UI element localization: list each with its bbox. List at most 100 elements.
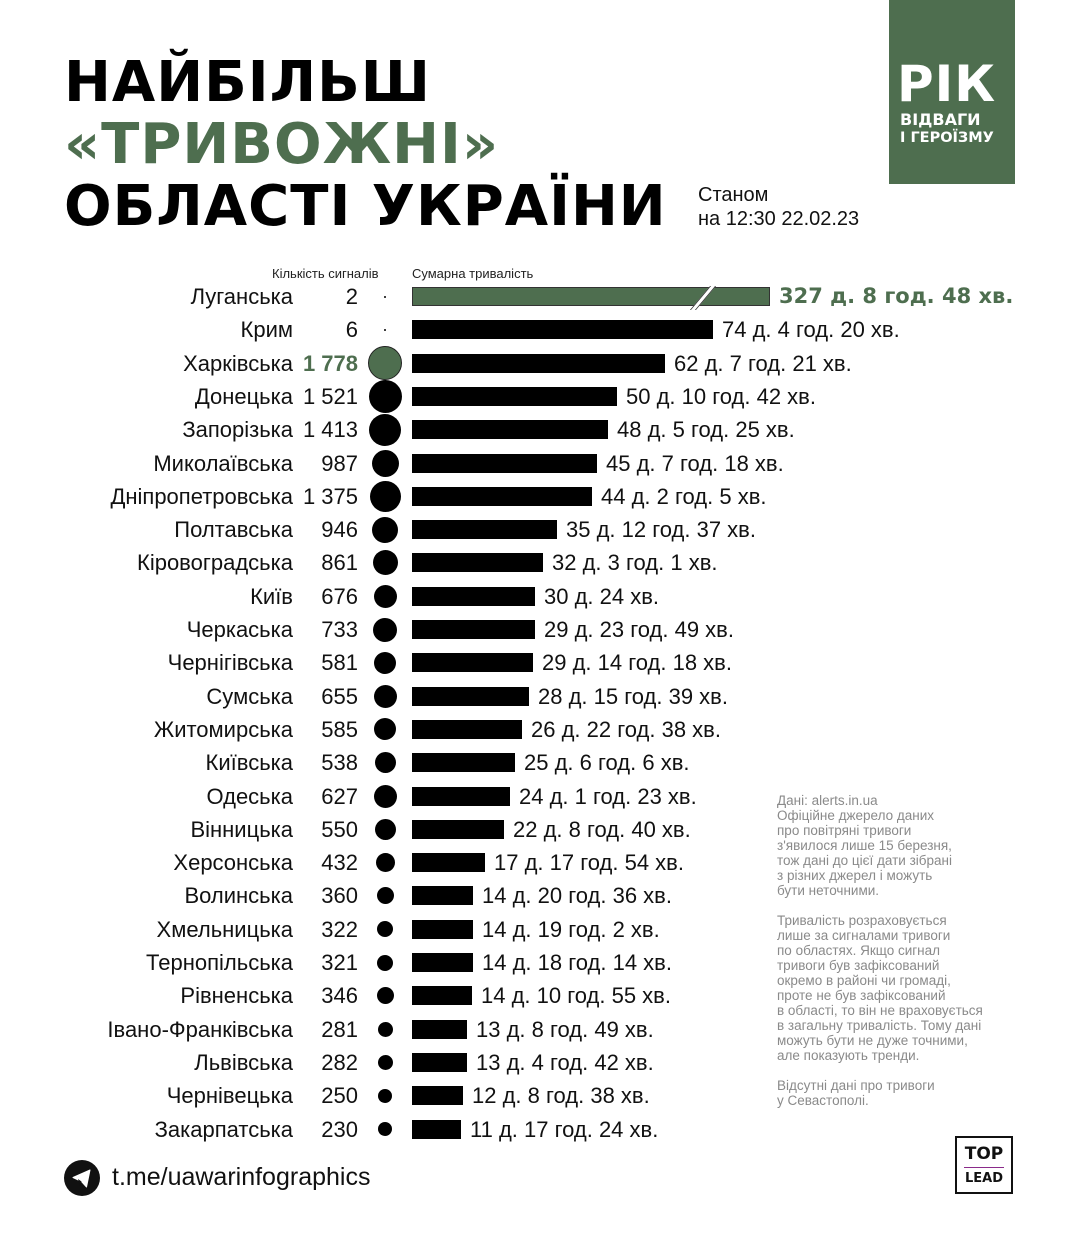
duration-bar xyxy=(412,486,592,506)
region-name: Волинська xyxy=(184,883,293,909)
region-name: Харківська xyxy=(183,350,293,376)
signal-bubble xyxy=(376,887,394,905)
region-name: Івано-Франківська xyxy=(107,1016,293,1042)
duration-label: 13 д. 8 год. 49 хв. xyxy=(476,1016,654,1042)
signal-bubble xyxy=(377,954,393,971)
signal-count: 360 xyxy=(321,883,358,909)
chart-row: Одеська 627 24 д. 1 год. 23 хв. xyxy=(0,780,1080,813)
logo-top-text: TOP xyxy=(964,1144,1004,1164)
signal-bubble xyxy=(378,1088,392,1103)
axis-break-icon xyxy=(689,286,717,310)
duration-label: 24 д. 1 год. 23 хв. xyxy=(519,783,697,809)
duration-bar xyxy=(412,453,597,473)
toplead-logo: TOP LEAD xyxy=(955,1136,1013,1194)
region-name: Вінницька xyxy=(190,816,293,842)
duration-bar xyxy=(412,986,472,1006)
region-name: Тернопільська xyxy=(146,950,293,975)
region-name: Черкаська xyxy=(186,617,293,642)
region-name: Сумська xyxy=(206,683,293,709)
duration-bar xyxy=(412,586,535,606)
title-line-3: ОБЛАСТІ УКРАЇНИ xyxy=(64,174,667,239)
duration-bar xyxy=(412,386,617,406)
region-name: Крим xyxy=(240,317,293,343)
signal-count: 6 xyxy=(345,317,358,343)
duration-bar xyxy=(412,553,543,573)
signal-bubble xyxy=(373,584,397,608)
chart-row: Дніпропетровська 1 375 44 д. 2 год. 5 хв. xyxy=(0,480,1080,513)
signal-count: 1 521 xyxy=(302,383,358,409)
signal-count: 346 xyxy=(321,983,358,1009)
chart-row: Закарпатська 230 11 д. 17 год. 24 хв. xyxy=(0,1113,1080,1146)
duration-bar xyxy=(412,819,504,839)
signal-count: 655 xyxy=(321,683,358,709)
duration-label: 12 д. 8 год. 38 хв. xyxy=(472,1083,650,1109)
chart-row: Харківська 1 778 62 д. 7 год. 21 хв. xyxy=(0,346,1080,381)
signal-count: 281 xyxy=(321,1016,358,1042)
duration-label: 35 д. 12 год. 37 хв. xyxy=(566,517,756,543)
region-name: Луганська xyxy=(190,284,293,309)
chart-row: Донецька 1 521 50 д. 10 год. 42 хв. xyxy=(0,379,1080,413)
count-column-header: Кількість сигналів xyxy=(272,266,379,281)
duration-bar xyxy=(412,1052,467,1072)
duration-label: 25 д. 6 год. 6 хв. xyxy=(524,750,690,776)
duration-label: 14 д. 20 год. 36 хв. xyxy=(482,883,672,909)
chart-row: Київська 538 25 д. 6 год. 6 хв. xyxy=(0,746,1080,779)
signal-count: 321 xyxy=(321,950,358,975)
as-of-label: Станом xyxy=(698,184,769,206)
chart-row: Полтавська 946 35 д. 12 год. 37 хв. xyxy=(0,513,1080,546)
signal-bubble xyxy=(373,784,397,808)
badge-line-1: ВІДВАГИ xyxy=(900,110,981,129)
chart-row: Київ 676 30 д. 24 хв. xyxy=(0,580,1080,613)
duration-label: 13 д. 4 год. 42 хв. xyxy=(476,1049,654,1075)
signal-count: 946 xyxy=(321,517,358,543)
duration-bar xyxy=(412,953,473,972)
duration-bar xyxy=(412,886,473,906)
telegram-link[interactable]: t.me/uawarinfographics xyxy=(112,1163,371,1191)
duration-column-header: Сумарна тривалість xyxy=(412,266,534,281)
logo-divider xyxy=(964,1167,1004,1168)
duration-label: 22 д. 8 год. 40 хв. xyxy=(513,816,691,842)
page-title: НАЙБІЛЬШ «ТРИВОЖНІ» ОБЛАСТІ УКРАЇНИ xyxy=(64,52,667,238)
signal-count: 861 xyxy=(321,550,358,576)
note-method: Тривалість розраховується лише за сигнал… xyxy=(777,913,983,1063)
chart-row: Херсонська 432 17 д. 17 год. 54 хв. xyxy=(0,846,1080,879)
duration-label: 11 д. 17 год. 24 хв. xyxy=(470,1116,659,1142)
duration-bar xyxy=(412,353,665,373)
note-missing: Відсутні дані про тривоги у Севастополі. xyxy=(777,1078,935,1108)
region-name: Житомирська xyxy=(153,716,293,742)
chart-row: Кіровоградська 861 32 д. 3 год. 1 хв. xyxy=(0,546,1080,579)
signal-bubble xyxy=(374,752,396,774)
anniversary-badge: РІК ВІДВАГИ І ГЕРОЇЗМУ xyxy=(889,0,1015,184)
telegram-icon[interactable] xyxy=(64,1160,100,1196)
duration-label: 62 д. 7 год. 21 хв. xyxy=(674,350,852,376)
duration-label: 48 д. 5 год. 25 хв. xyxy=(617,417,795,443)
chart-row: Луганська 2 327 д. 8 год. 48 хв. xyxy=(0,280,1080,313)
duration-bar xyxy=(412,286,770,310)
chart-row: Миколаївська 987 45 д. 7 год. 18 хв. xyxy=(0,447,1080,480)
signal-bubble xyxy=(371,449,399,477)
duration-bar xyxy=(412,919,473,939)
region-name: Хмельницька xyxy=(156,916,293,942)
chart-row: Івано-Франківська 281 13 д. 8 год. 49 хв. xyxy=(0,1013,1080,1046)
region-name: Рівненська xyxy=(180,983,293,1009)
signal-bubble xyxy=(377,921,393,938)
duration-bar xyxy=(412,420,608,440)
signal-bubble xyxy=(373,684,397,708)
title-line-1: НАЙБІЛЬШ xyxy=(64,50,431,115)
signal-bubble xyxy=(368,379,402,413)
signal-bubble xyxy=(378,1122,392,1136)
signal-count: 676 xyxy=(321,583,358,609)
notes-panel: Дані: alerts.in.ua Офіційне джерело дани… xyxy=(777,793,1022,1123)
signal-bubble xyxy=(384,295,386,298)
duration-label: 14 д. 10 год. 55 хв. xyxy=(481,983,671,1009)
signal-bubble xyxy=(372,550,398,576)
chart-row: Тернопільська 321 14 д. 18 год. 14 хв. xyxy=(0,946,1080,979)
badge-title: РІК xyxy=(897,55,997,113)
signal-bubble xyxy=(369,480,401,512)
logo-bottom-text: LEAD xyxy=(964,1171,1004,1186)
duration-label: 50 д. 10 год. 42 хв. xyxy=(626,383,816,409)
chart-row: Крим 6 74 д. 4 год. 20 хв. xyxy=(0,313,1080,346)
region-name: Полтавська xyxy=(174,517,293,543)
duration-label: 26 д. 22 год. 38 хв. xyxy=(531,716,721,742)
chart-row: Черкаська 733 29 д. 23 год. 49 хв. xyxy=(0,613,1080,646)
